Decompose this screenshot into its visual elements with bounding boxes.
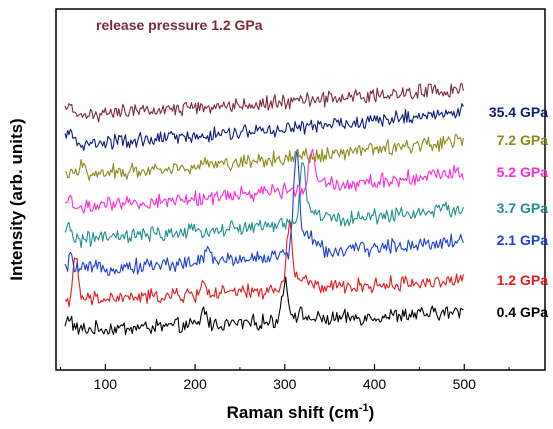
series-label: release pressure 1.2 GPa: [96, 17, 263, 33]
series-label: 0.4 GPa: [497, 304, 549, 320]
series-label: 7.2 GPa: [497, 132, 549, 148]
x-tick-label: 500: [453, 376, 477, 392]
x-axis-title: Raman shift (cm-1): [227, 402, 375, 422]
series-labels: 0.4 GPa 1.2 GPa 2.1 GPa 3.7 GPa 5.2 GPa 7.2 G…: [96, 17, 548, 320]
series-label: 5.2 GPa: [497, 164, 549, 180]
spectrum-line: [64, 133, 464, 181]
x-tick-label: 100: [94, 376, 118, 392]
x-tick-label: 400: [363, 376, 387, 392]
spectrum-line: [64, 103, 464, 151]
x-tick-label: 300: [273, 376, 297, 392]
spectrum-line: [64, 83, 464, 123]
spectrum-line: [64, 219, 464, 308]
series-label: 3.7 GPa: [497, 200, 549, 216]
y-axis-title: Intensity (arb. units): [7, 118, 26, 280]
series-label: 35.4 GPa: [489, 104, 548, 120]
series-label: 1.2 GPa: [497, 272, 549, 288]
x-axis-ticks: 100 200 300 400 500: [59, 364, 510, 392]
spectra: [64, 83, 464, 336]
spectrum-line: [64, 276, 464, 336]
plot-frame: [55, 8, 546, 371]
spectrum-line: [64, 162, 464, 249]
spectrum-line: [64, 148, 464, 214]
spectrum-line: [64, 150, 464, 276]
series-label: 2.1 GPa: [497, 232, 549, 248]
x-tick-label: 200: [183, 376, 207, 392]
